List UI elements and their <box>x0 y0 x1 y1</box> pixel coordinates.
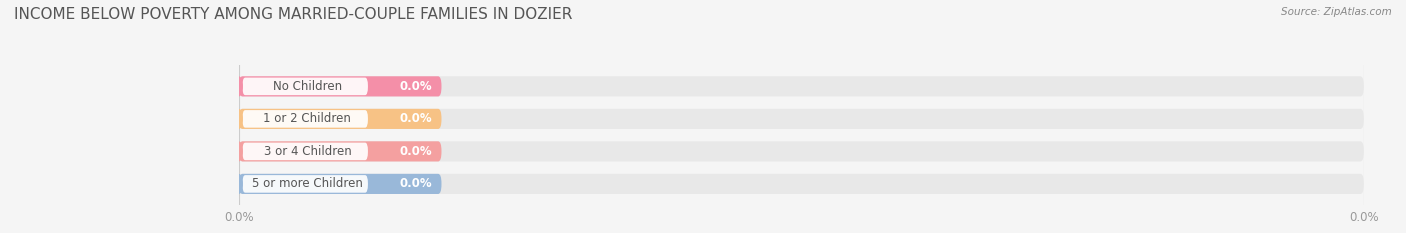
Text: 5 or more Children: 5 or more Children <box>252 177 363 190</box>
FancyBboxPatch shape <box>239 109 441 129</box>
Circle shape <box>236 77 242 96</box>
FancyBboxPatch shape <box>239 174 441 194</box>
Text: 0.0%: 0.0% <box>399 112 433 125</box>
Text: 0.0%: 0.0% <box>399 177 433 190</box>
Text: 0.0%: 0.0% <box>399 80 433 93</box>
Text: 1 or 2 Children: 1 or 2 Children <box>263 112 352 125</box>
Text: Source: ZipAtlas.com: Source: ZipAtlas.com <box>1281 7 1392 17</box>
Text: 3 or 4 Children: 3 or 4 Children <box>263 145 352 158</box>
FancyBboxPatch shape <box>242 175 368 193</box>
FancyBboxPatch shape <box>239 109 1364 129</box>
Text: INCOME BELOW POVERTY AMONG MARRIED-COUPLE FAMILIES IN DOZIER: INCOME BELOW POVERTY AMONG MARRIED-COUPL… <box>14 7 572 22</box>
FancyBboxPatch shape <box>239 76 441 96</box>
Circle shape <box>236 110 242 128</box>
FancyBboxPatch shape <box>239 141 1364 161</box>
Text: 0.0%: 0.0% <box>399 145 433 158</box>
FancyBboxPatch shape <box>242 78 368 95</box>
FancyBboxPatch shape <box>242 110 368 128</box>
Text: No Children: No Children <box>273 80 342 93</box>
FancyBboxPatch shape <box>242 143 368 160</box>
Circle shape <box>236 142 242 161</box>
FancyBboxPatch shape <box>239 76 1364 96</box>
Circle shape <box>236 175 242 193</box>
FancyBboxPatch shape <box>239 141 441 161</box>
FancyBboxPatch shape <box>239 174 1364 194</box>
